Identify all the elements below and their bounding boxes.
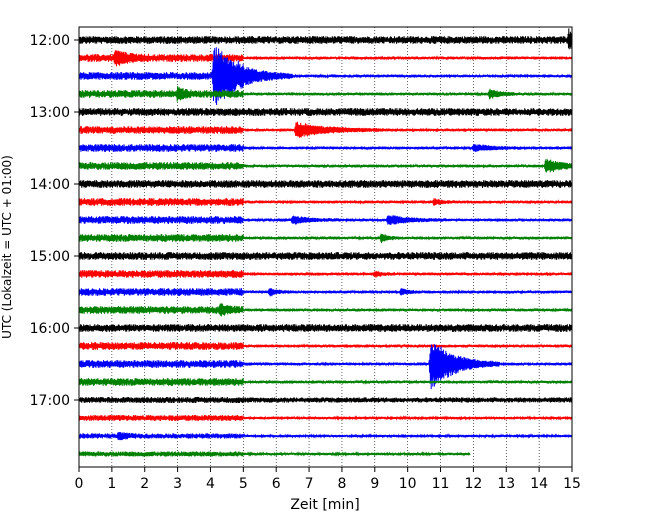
trace-1300	[78, 108, 573, 116]
trace-1545	[78, 303, 573, 317]
trace-1215	[78, 50, 573, 67]
trace-1230	[78, 47, 573, 105]
x-axis-ticks: 0 1 2 3 4 5 6 7 8 9 10 11 12 13 14 15	[75, 467, 581, 492]
x-tick-label: 3	[173, 476, 182, 492]
grid-layer	[111, 27, 540, 467]
x-tick-label: 15	[563, 476, 581, 492]
trace-1200	[78, 28, 573, 50]
x-tick-label: 2	[140, 476, 149, 492]
y-tick-label: 14:00	[30, 177, 70, 193]
trace-1645	[78, 378, 573, 386]
trace-1700	[78, 396, 573, 404]
trace-1745	[78, 451, 471, 457]
trace-1400	[78, 180, 573, 188]
trace-1715	[78, 414, 573, 422]
trace-1345	[78, 158, 573, 173]
x-tick-label: 7	[305, 476, 314, 492]
x-tick-label: 8	[337, 476, 346, 492]
plot-frame	[78, 26, 573, 468]
y-tick-label: 13:00	[30, 105, 70, 121]
trace-1415	[78, 198, 573, 206]
x-tick-label: 14	[530, 476, 548, 492]
y-tick-label: 15:00	[30, 249, 70, 265]
trace-1315	[78, 121, 573, 138]
trace-1530	[78, 288, 573, 297]
y-axis-label: UTC (Lokalzeit = UTC + 01:00)	[0, 155, 14, 339]
y-tick-label: 17:00	[30, 393, 70, 409]
trace-1730	[78, 432, 573, 441]
x-tick-label: 5	[239, 476, 248, 492]
trace-1330	[78, 144, 573, 152]
trace-1245	[78, 86, 573, 102]
x-tick-label: 1	[107, 476, 116, 492]
trace-layer	[78, 28, 573, 457]
trace-1430	[78, 215, 573, 225]
trace-1615	[78, 342, 573, 350]
x-tick-label: 12	[464, 476, 482, 492]
x-axis-label: Zeit [min]	[290, 497, 359, 513]
x-tick-label: 9	[370, 476, 379, 492]
x-tick-label: 4	[206, 476, 215, 492]
y-tick-label: 12:00	[30, 33, 70, 49]
trace-1515	[78, 270, 573, 278]
trace-1600	[78, 324, 573, 332]
y-tick-label: 16:00	[30, 321, 70, 337]
trace-1445	[78, 233, 573, 244]
x-tick-label: 10	[399, 476, 417, 492]
trace-1630	[78, 344, 573, 390]
x-tick-label: 0	[75, 476, 84, 492]
y-axis-ticks: 12:00 13:00 14:00 15:00 16:00 17:00	[30, 33, 79, 409]
trace-1500	[78, 252, 573, 260]
x-tick-label: 13	[497, 476, 515, 492]
x-tick-label: 6	[272, 476, 281, 492]
x-tick-label: 11	[432, 476, 450, 492]
